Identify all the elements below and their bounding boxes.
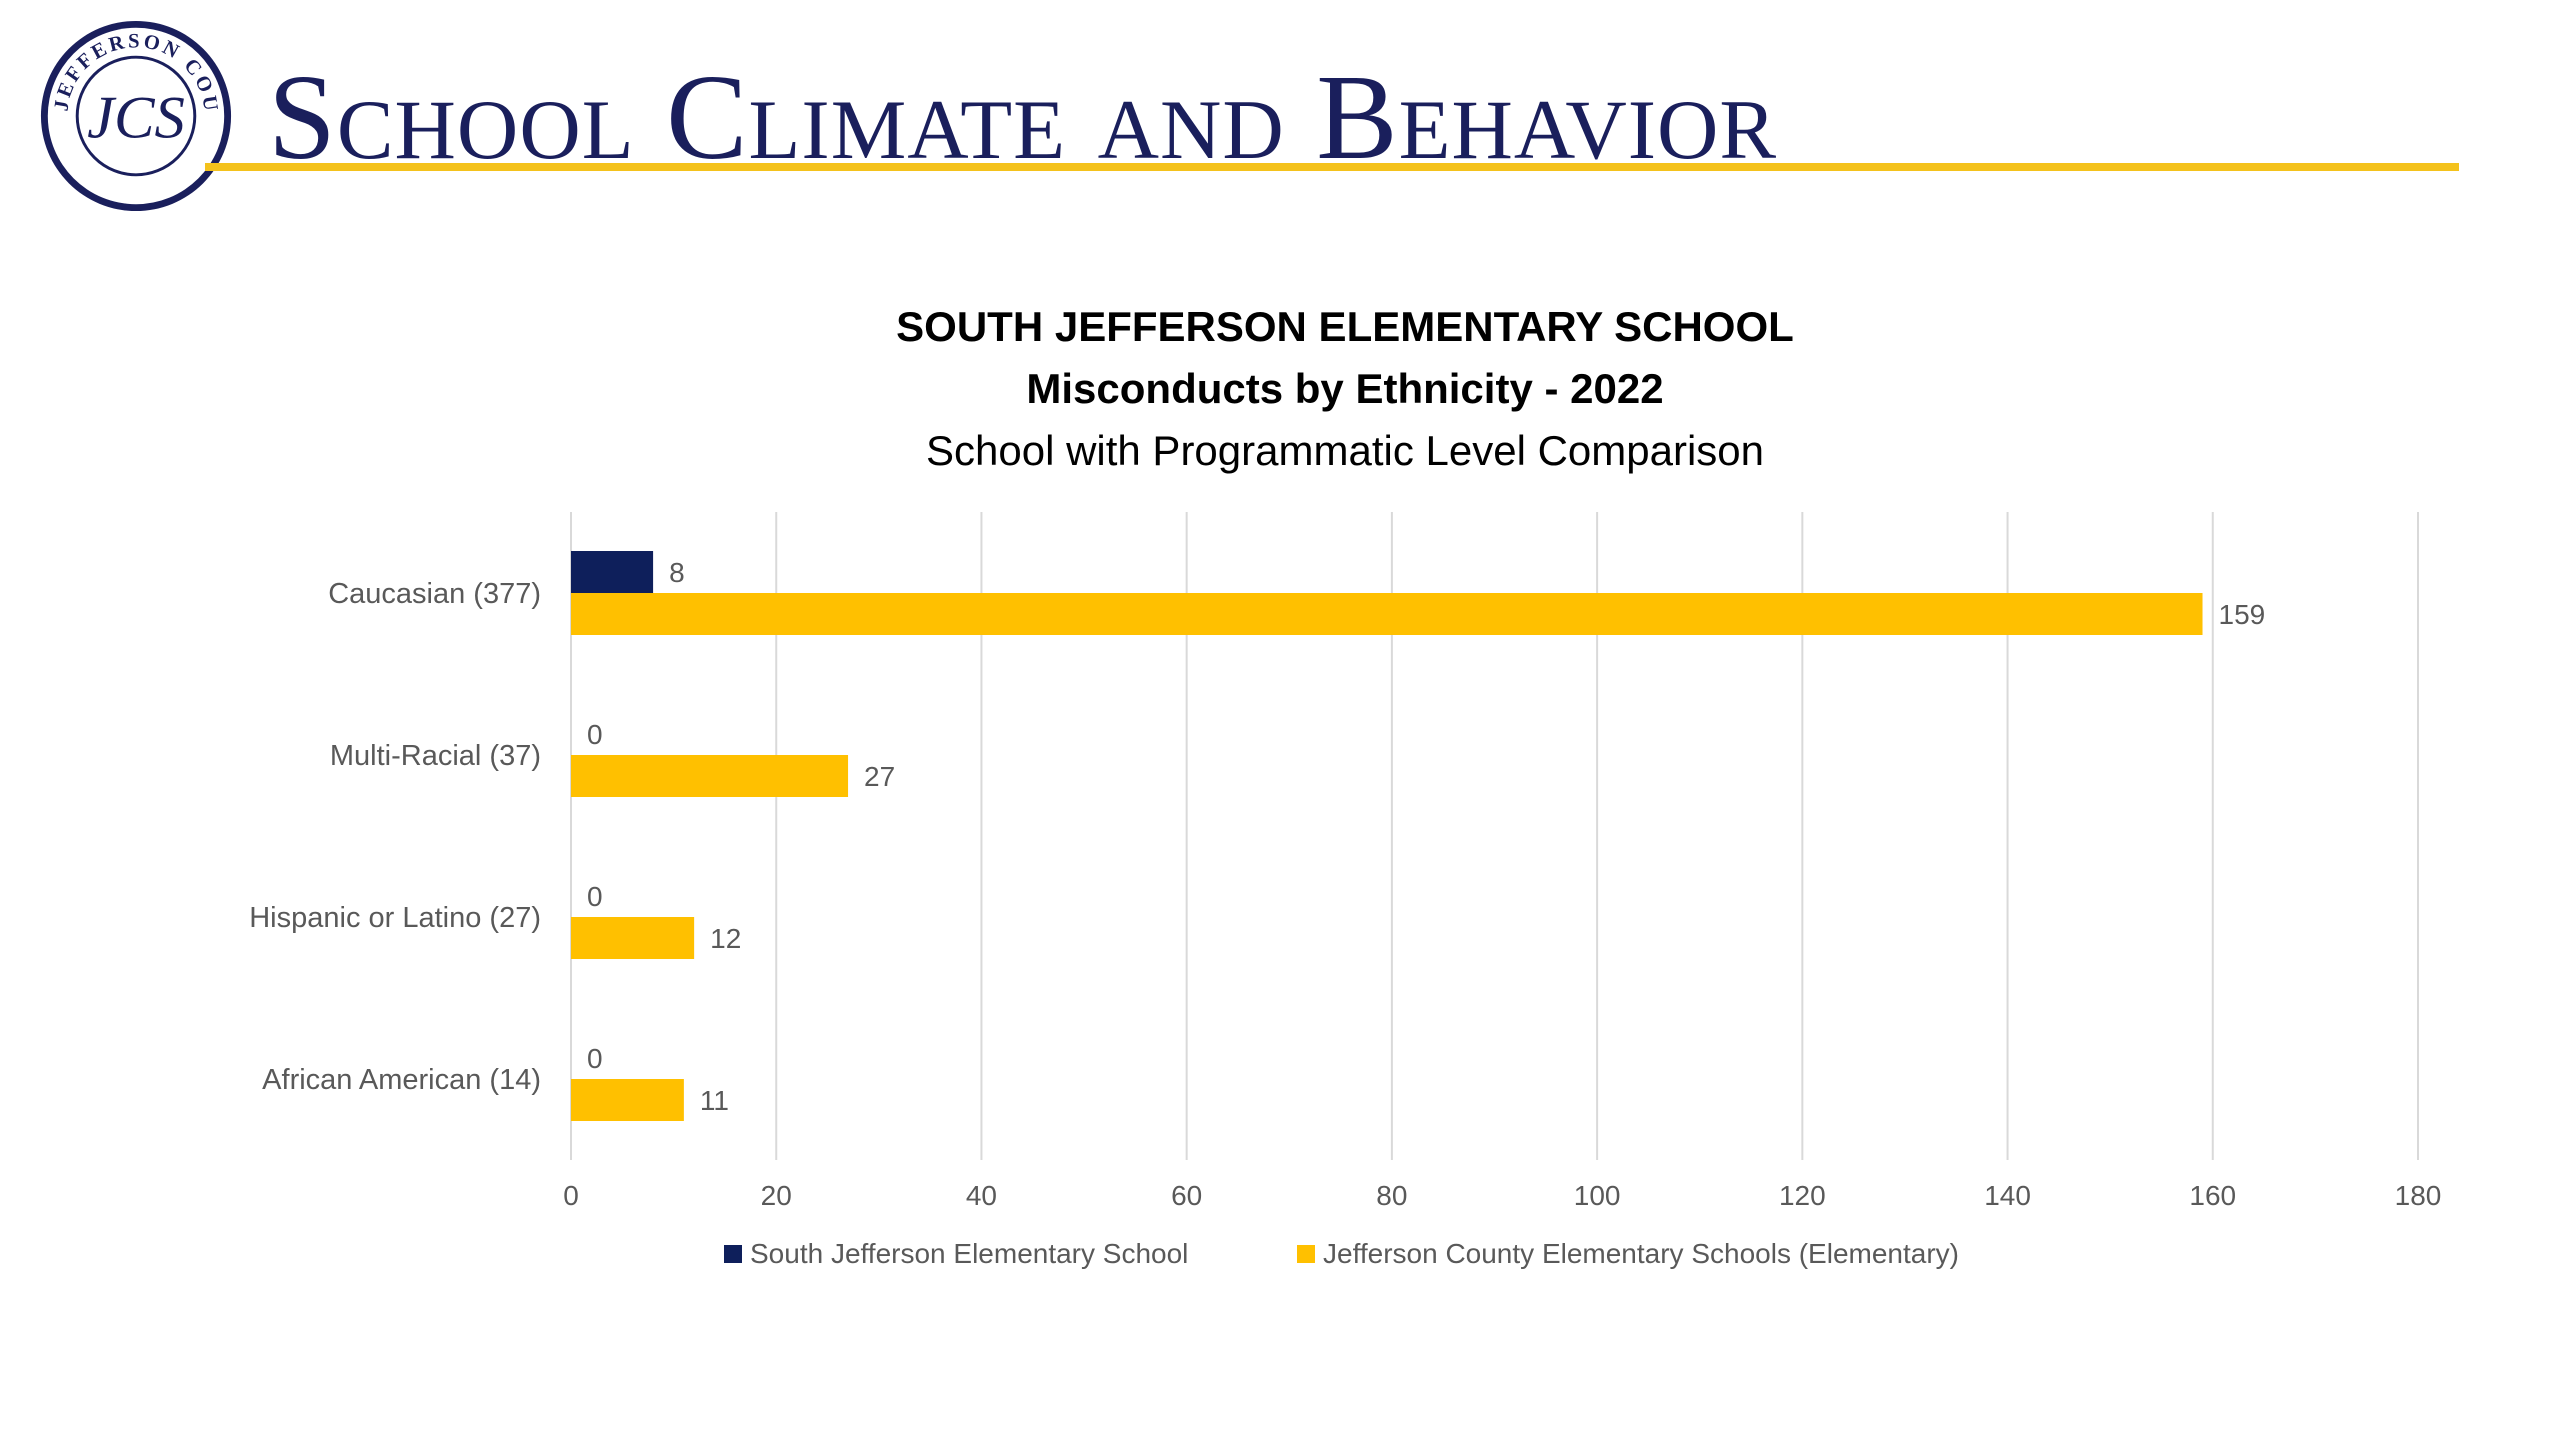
chart-titles: SOUTH JEFFERSON ELEMENTARY SCHOOL Miscond… xyxy=(896,303,1794,474)
category-label-2: Hispanic or Latino (27) xyxy=(249,902,541,934)
category-label-0: Caucasian (377) xyxy=(328,578,541,610)
category-label-3: African American (14) xyxy=(262,1064,541,1096)
x-tick-label-40: 40 xyxy=(966,1180,997,1211)
x-tick-label-160: 160 xyxy=(2189,1180,2236,1211)
bar-county-0 xyxy=(571,593,2203,635)
slide-title: School Climate and Behavior xyxy=(268,50,1778,185)
chart-subtitle: School with Programmatic Level Compariso… xyxy=(926,427,1764,474)
chart-title-line2: Misconducts by Ethnicity - 2022 xyxy=(1026,365,1663,412)
x-tick-label-20: 20 xyxy=(761,1180,792,1211)
bar-county-3 xyxy=(571,1079,684,1121)
jefferson-county-schools-logo: JEFFERSON COUNTY SCHOOLS JCS xyxy=(38,18,232,212)
chart-bars xyxy=(571,551,2203,1121)
x-tick-label-120: 120 xyxy=(1779,1180,1826,1211)
x-tick-label-180: 180 xyxy=(2395,1180,2442,1211)
data-label-county-2: 12 xyxy=(710,923,741,954)
bar-county-2 xyxy=(571,917,695,959)
category-label-1: Multi-Racial (37) xyxy=(330,740,541,772)
data-label-school-2: 0 xyxy=(587,881,603,912)
legend-label-county: Jefferson County Elementary Schools (Ele… xyxy=(1323,1238,1959,1269)
x-tick-label-100: 100 xyxy=(1574,1180,1621,1211)
x-tick-label-80: 80 xyxy=(1376,1180,1407,1211)
x-tick-label-0: 0 xyxy=(563,1180,579,1211)
legend-swatch-school xyxy=(724,1245,742,1263)
x-tick-label-60: 60 xyxy=(1171,1180,1202,1211)
data-label-school-0: 8 xyxy=(669,557,685,588)
data-label-school-3: 0 xyxy=(587,1043,603,1074)
data-label-school-1: 0 xyxy=(587,719,603,750)
data-label-county-0: 159 xyxy=(2219,599,2266,630)
chart-x-tick-labels: 0 20 40 60 80 100 120 140 160 180 xyxy=(563,1180,2441,1211)
chart-legend: South Jefferson Elementary School Jeffers… xyxy=(724,1238,1959,1269)
data-label-county-3: 11 xyxy=(700,1085,729,1116)
title-underline xyxy=(205,163,2459,171)
chart-category-labels: Caucasian (377) Multi-Racial (37) Hispanic… xyxy=(249,578,541,1096)
legend-label-school: South Jefferson Elementary School xyxy=(750,1238,1188,1269)
legend-swatch-county xyxy=(1297,1245,1315,1263)
data-label-county-1: 27 xyxy=(864,761,895,792)
chart-data-labels: 8 159 0 27 0 12 0 11 xyxy=(587,557,2265,1116)
bar-county-1 xyxy=(571,755,849,797)
logo-monogram: JCS xyxy=(87,85,185,152)
chart-title: SOUTH JEFFERSON ELEMENTARY SCHOOL xyxy=(896,303,1794,350)
x-tick-label-140: 140 xyxy=(1984,1180,2031,1211)
bar-school-0 xyxy=(571,551,654,593)
